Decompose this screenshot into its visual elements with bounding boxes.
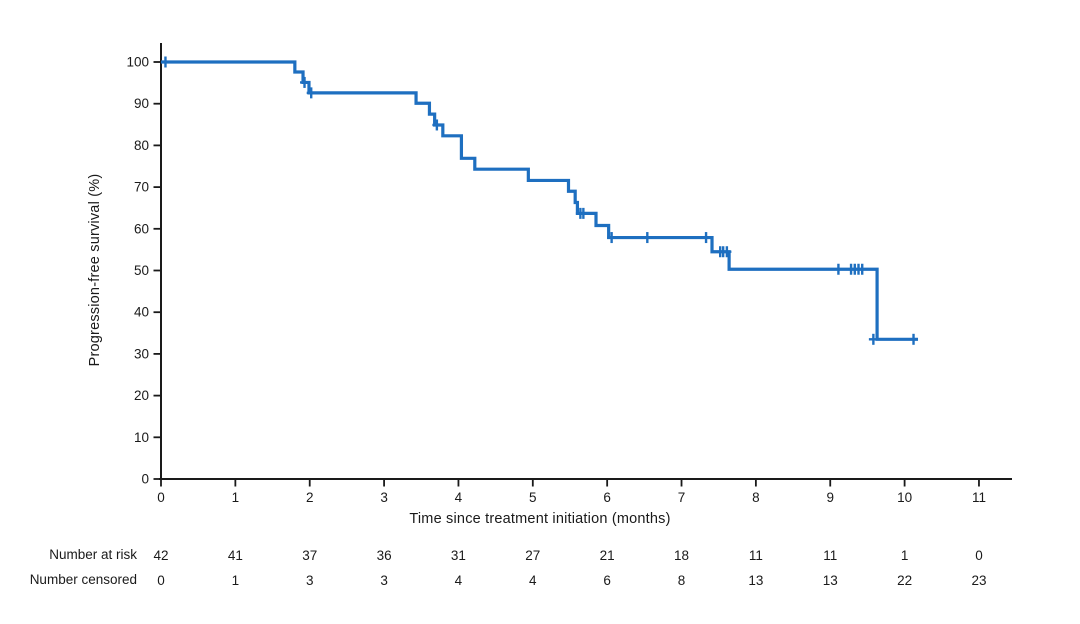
risk-count: 41 [228,548,243,563]
censored-count: 4 [455,573,463,588]
x-axis-title: Time since treatment initiation (months) [409,511,671,527]
risk-table-row-label: Number at risk [49,547,137,562]
x-tick-label: 5 [529,490,537,505]
y-tick-label: 50 [134,263,149,278]
risk-count: 11 [823,548,837,563]
censored-count: 3 [380,573,388,588]
risk-count: 1 [901,548,909,563]
censored-count: 13 [748,573,763,588]
risk-count: 18 [674,548,689,563]
censor-mark [432,119,442,131]
censored-count: 8 [678,573,686,588]
censor-mark [868,333,878,345]
x-tick-label: 11 [972,490,986,505]
censor-mark [160,56,170,68]
censored-count: 13 [823,573,838,588]
x-tick-label: 2 [306,490,314,505]
risk-count: 11 [749,548,763,563]
y-tick-label: 0 [141,472,149,487]
y-tick-label: 40 [134,305,149,320]
censored-count: 23 [971,573,986,588]
censor-mark [300,76,310,88]
y-tick-label: 70 [134,180,149,195]
y-tick-label: 10 [134,430,149,445]
y-tick-label: 30 [134,346,149,361]
risk-count: 42 [153,548,168,563]
y-tick-label: 80 [134,138,149,153]
y-axis-title: Progression-free survival (%) [87,173,103,367]
y-tick-label: 20 [134,388,149,403]
censored-count: 6 [603,573,611,588]
censored-count: 4 [529,573,537,588]
censored-count: 3 [306,573,314,588]
censor-mark [701,232,711,244]
risk-count: 0 [975,548,983,563]
risk-count: 37 [302,548,317,563]
y-tick-label: 90 [134,96,149,111]
censor-mark [607,232,617,244]
km-step-curve [161,60,918,341]
censored-count: 0 [157,573,165,588]
x-tick-label: 1 [232,490,240,505]
risk-count: 21 [600,548,615,563]
censor-mark [833,263,843,275]
censor-mark [909,333,919,345]
x-tick-label: 0 [157,490,165,505]
y-tick-label: 100 [126,55,149,70]
censored-count: 1 [232,573,240,588]
censor-mark [642,232,652,244]
censor-mark [722,246,732,258]
y-tick-label: 60 [134,221,149,236]
censor-mark [306,87,316,99]
x-tick-label: 6 [603,490,611,505]
x-tick-label: 10 [897,490,912,505]
x-tick-label: 9 [826,490,834,505]
censored-table-row-label: Number censored [29,572,137,587]
censor-mark [857,263,867,275]
x-tick-label: 4 [455,490,463,505]
x-tick-label: 7 [678,490,686,505]
risk-count: 31 [451,548,466,563]
risk-count: 27 [525,548,540,563]
censored-count: 22 [897,573,912,588]
risk-count: 36 [377,548,392,563]
censor-mark [578,207,588,219]
x-tick-label: 3 [380,490,388,505]
x-tick-label: 8 [752,490,760,505]
